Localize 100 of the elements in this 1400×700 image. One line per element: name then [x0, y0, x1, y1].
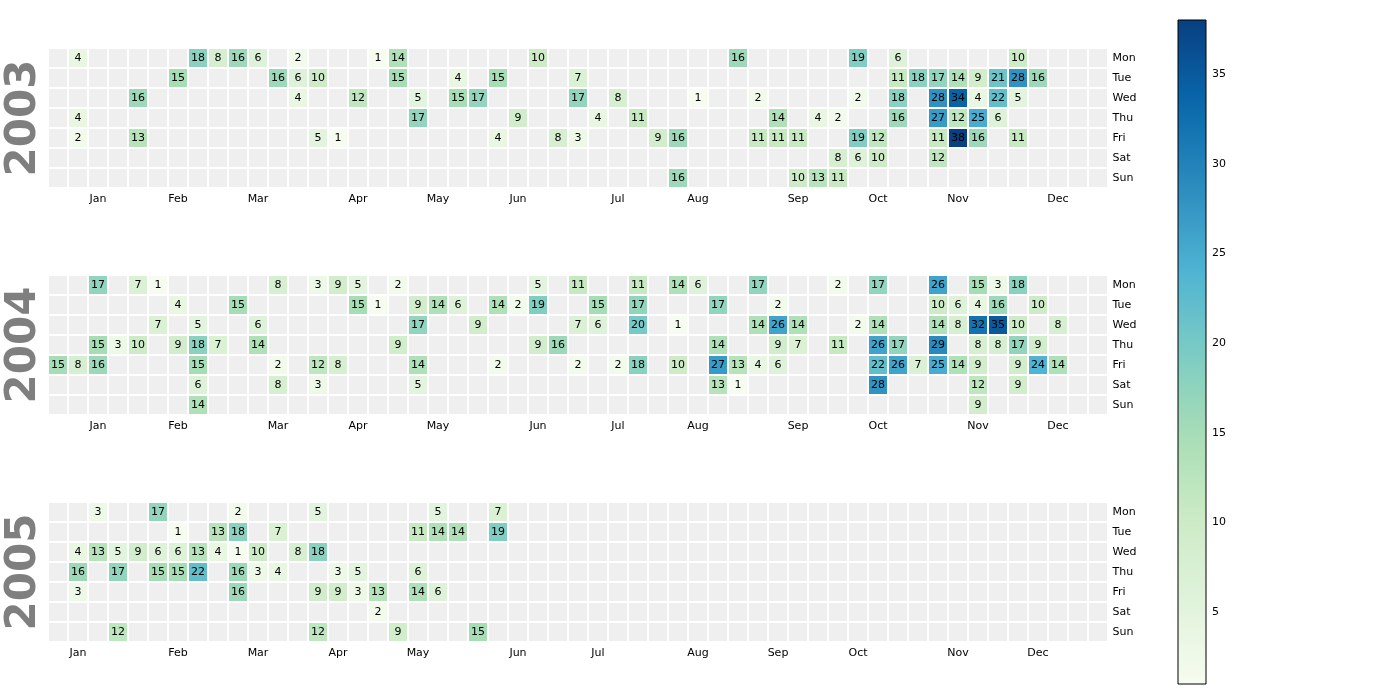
data-label: 6 — [174, 545, 182, 558]
data-label: 18 — [231, 525, 245, 538]
data-label: 11 — [751, 131, 765, 144]
data-label: 9 — [1034, 338, 1042, 351]
data-label: 2 — [834, 111, 842, 124]
data-label: 9 — [174, 338, 182, 351]
data-label: 16 — [231, 585, 245, 598]
data-label: 8 — [994, 338, 1002, 351]
data-label: 7 — [574, 71, 582, 84]
x-tick-label: Oct — [848, 645, 869, 659]
data-label: 1 — [174, 525, 182, 538]
data-label: 16 — [731, 51, 745, 64]
data-label: 9 — [534, 338, 542, 351]
data-label: 9 — [974, 398, 982, 411]
data-label: 9 — [974, 358, 982, 371]
color-bar-label: 20 — [1212, 336, 1226, 350]
data-label: 19 — [851, 51, 865, 64]
data-label: 11 — [791, 131, 805, 144]
data-label: 16 — [891, 111, 905, 124]
data-label: 18 — [1011, 278, 1025, 291]
data-label: 9 — [514, 111, 522, 124]
data-label: 7 — [154, 318, 162, 331]
data-label: 5 — [1014, 91, 1022, 104]
data-label: 10 — [531, 51, 545, 64]
data-label: 15 — [451, 91, 465, 104]
data-label: 8 — [954, 318, 962, 331]
data-label: 6 — [294, 71, 302, 84]
data-label: 9 — [314, 585, 322, 598]
data-label: 3 — [574, 131, 582, 144]
data-label: 3 — [354, 585, 362, 598]
data-label: 22 — [871, 358, 885, 371]
data-label: 8 — [554, 131, 562, 144]
data-label: 15 — [171, 565, 185, 578]
data-label: 10 — [791, 171, 805, 184]
data-label: 17 — [151, 505, 165, 518]
data-label: 24 — [1031, 358, 1045, 371]
x-tick-label: Jan — [88, 191, 107, 205]
data-label: 27 — [711, 358, 725, 371]
data-label: 7 — [214, 338, 222, 351]
x-tick-label: Aug — [687, 645, 709, 659]
text: 2004 — [0, 286, 45, 404]
data-label: 14 — [871, 318, 885, 331]
data-label: 13 — [131, 131, 145, 144]
y-tick-label: Fri — [1112, 131, 1126, 144]
data-label: 10 — [311, 71, 325, 84]
data-label: 17 — [631, 298, 645, 311]
data-label: 1 — [374, 298, 382, 311]
data-label: 18 — [911, 71, 925, 84]
x-tick-label: Sep — [767, 645, 789, 659]
data-label: 11 — [631, 111, 645, 124]
x-tick-label: Apr — [328, 645, 348, 659]
y-tick-label: Mon — [1112, 278, 1136, 291]
data-label: 4 — [74, 545, 82, 558]
data-label: 11 — [771, 131, 785, 144]
data-label: 15 — [51, 358, 65, 371]
x-tick-label: Sep — [787, 191, 809, 205]
data-label: 12 — [311, 625, 325, 638]
data-label: 3 — [114, 338, 122, 351]
data-label: 26 — [871, 338, 885, 351]
data-label: 14 — [411, 358, 425, 371]
x-tick-label: Jun — [508, 191, 527, 205]
data-label: 14 — [491, 298, 505, 311]
y-tick-label: Sun — [1112, 171, 1134, 184]
y-tick-label: Sat — [1112, 378, 1132, 391]
y-tick-label: Sun — [1112, 398, 1134, 411]
x-tick-label: Dec — [1027, 645, 1049, 659]
data-label: 16 — [971, 131, 985, 144]
data-label: 14 — [751, 318, 765, 331]
data-label: 11 — [411, 525, 425, 538]
data-label: 13 — [371, 585, 385, 598]
data-label: 11 — [831, 338, 845, 351]
data-label: 6 — [774, 358, 782, 371]
data-label: 10 — [1011, 51, 1025, 64]
data-label: 8 — [974, 338, 982, 351]
data-label: 2 — [394, 278, 402, 291]
data-label: 11 — [891, 71, 905, 84]
y-tick-label: Fri — [1112, 358, 1126, 371]
x-tick-label: Dec — [1047, 191, 1069, 205]
data-label: 14 — [931, 318, 945, 331]
data-label: 17 — [871, 278, 885, 291]
data-label: 17 — [91, 278, 105, 291]
y-tick-label: Thu — [1111, 338, 1134, 351]
data-label: 4 — [754, 358, 762, 371]
data-label: 2 — [514, 298, 522, 311]
data-label: 15 — [351, 298, 365, 311]
data-label: 4 — [294, 91, 302, 104]
data-label: 17 — [891, 338, 905, 351]
x-tick-label: Sep — [787, 418, 809, 432]
data-label: 28 — [1011, 71, 1025, 84]
data-label: 27 — [931, 111, 945, 124]
data-label: 9 — [1014, 378, 1022, 391]
data-label: 12 — [931, 151, 945, 164]
data-label: 15 — [471, 625, 485, 638]
data-label: 12 — [351, 91, 365, 104]
data-label: 12 — [111, 625, 125, 638]
data-label: 6 — [254, 51, 262, 64]
data-label: 8 — [214, 51, 222, 64]
data-label: 8 — [334, 358, 342, 371]
data-label: 15 — [151, 565, 165, 578]
data-label: 15 — [171, 71, 185, 84]
